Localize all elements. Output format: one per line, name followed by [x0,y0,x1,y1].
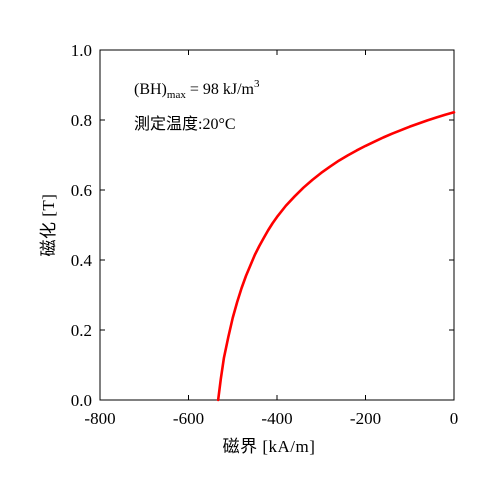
y-tick-label: 1.0 [71,41,92,60]
y-tick-label: 0.4 [71,251,93,270]
y-ticks: 0.0 0.2 0.4 0.6 0.8 1.0 [71,41,454,410]
bhmax-annotation: (BH)max = 98 kJ/m3 [134,78,260,101]
y-tick-label: 0.2 [71,321,92,340]
x-axis-label: 磁界 [kA/m] [223,437,316,456]
plot-area-frame [99,49,455,401]
x-tick-label: 0 [450,409,459,428]
series-line [216,111,456,402]
x-tick-label: -200 [350,409,381,428]
bhmax-superscript: 3 [254,78,260,90]
y-tick-label: 0.0 [71,391,92,410]
bhmax-subscript: max [167,89,186,101]
bhmax-value: = 98 kJ/m [186,81,255,98]
x-tick-label: -800 [84,409,115,428]
x-ticks: -800 -600 -400 -200 0 [84,50,458,428]
y-tick-label: 0.8 [71,111,92,130]
y-axis-label: 磁化 [T] [39,194,58,257]
series-group [216,111,456,402]
x-tick-label: -400 [261,409,292,428]
x-tick-label: -600 [173,409,204,428]
bhmax-prefix: (BH) [134,81,167,98]
temperature-annotation: 測定温度:20°C [134,115,236,133]
y-tick-label: 0.6 [71,181,92,200]
